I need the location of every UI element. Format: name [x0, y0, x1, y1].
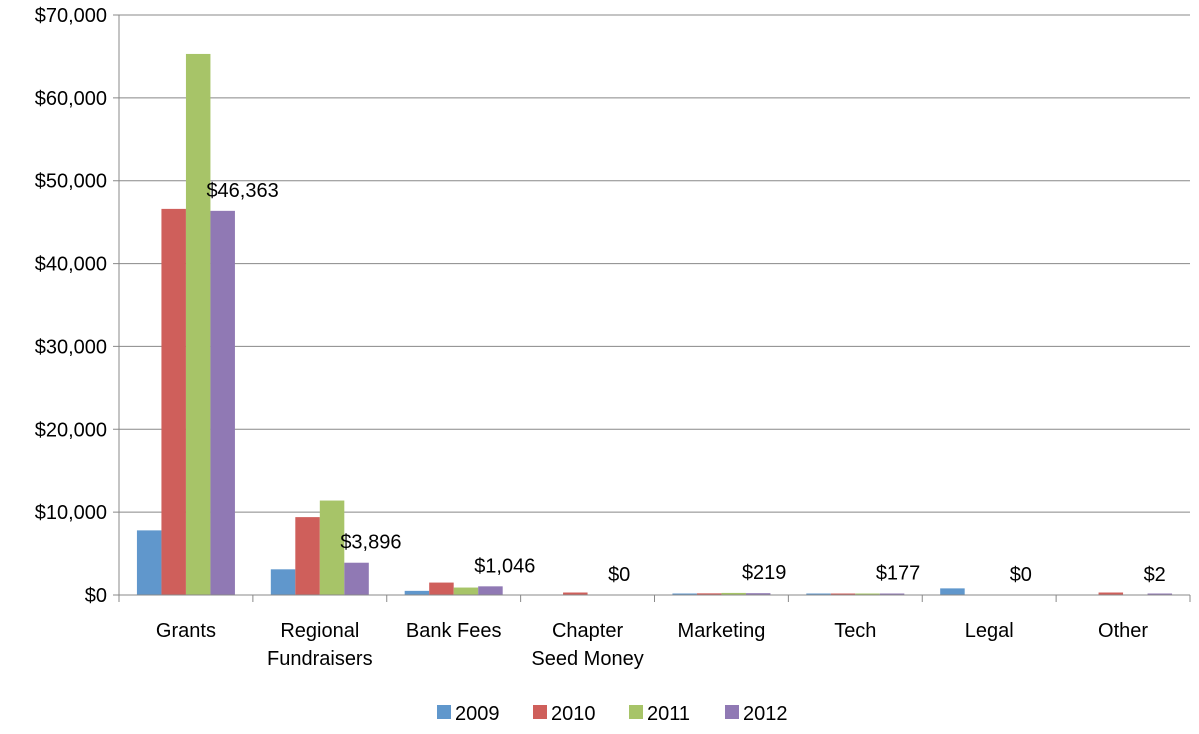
bars — [136, 53, 1173, 595]
data-label: $219 — [742, 562, 787, 584]
x-tick-label: Tech — [834, 620, 876, 642]
bar-2012 — [344, 562, 369, 595]
bar-2010 — [161, 208, 186, 595]
bar-2011 — [319, 500, 345, 595]
legend-label: 2009 — [455, 703, 500, 725]
x-tick-label: Other — [1098, 620, 1148, 642]
data-label: $0 — [608, 564, 630, 586]
bar-2011 — [185, 53, 211, 595]
legend-swatch-2010 — [533, 705, 547, 719]
x-tick-label: Bank Fees — [406, 620, 502, 642]
x-tick-label: Grants — [156, 620, 216, 642]
y-tick-label: $50,000 — [35, 171, 107, 193]
y-tick-label: $60,000 — [35, 88, 107, 110]
y-tick-label: $30,000 — [35, 336, 107, 358]
bar-2012 — [879, 593, 905, 595]
bar-2010 — [830, 593, 856, 595]
legend-swatch-2011 — [629, 705, 643, 719]
legend-label: 2010 — [551, 703, 596, 725]
bar-2009 — [940, 588, 965, 595]
bar-2010 — [295, 517, 320, 595]
bar-2009 — [806, 593, 831, 595]
bar-2012 — [478, 586, 503, 595]
bar-2009 — [404, 590, 430, 595]
y-tick-label: $70,000 — [35, 5, 107, 27]
bar-2012 — [1147, 593, 1173, 595]
x-axis: Grants Regional Fundraisers Bank Fees Chapte… — [118, 594, 1191, 670]
bar-2011 — [855, 593, 880, 595]
x-tick-label: Regional Fundraisers — [267, 620, 373, 670]
legend-swatch-2009 — [437, 705, 451, 719]
legend: 2009 2010 2011 2012 — [437, 703, 788, 725]
legend-swatch-2012 — [725, 705, 739, 719]
bar-2009 — [270, 569, 296, 595]
bar-2012 — [210, 210, 235, 595]
bar-2009 — [672, 593, 697, 595]
bar-2010 — [563, 592, 588, 595]
y-tick-label: $40,000 — [35, 254, 107, 276]
legend-label: 2012 — [743, 703, 788, 725]
bar-2011 — [453, 587, 479, 595]
bar-2010 — [696, 593, 722, 595]
data-label: $1,046 — [474, 555, 535, 577]
data-label: $2 — [1144, 564, 1166, 586]
data-label: $0 — [1010, 564, 1032, 586]
legend-label: 2011 — [647, 703, 690, 725]
data-labels: $46,363 $3,896 $1,046 $0 $219 $177 $0 $2 — [206, 180, 1165, 586]
x-tick-label: Legal — [965, 620, 1014, 642]
bar-2010 — [429, 582, 454, 595]
data-label: $46,363 — [206, 180, 278, 202]
bar-2010 — [1098, 592, 1124, 595]
gridlines — [113, 14, 1190, 596]
bar-2009 — [136, 530, 162, 595]
y-tick-label: $20,000 — [35, 419, 107, 441]
x-tick-label: Marketing — [678, 620, 766, 642]
x-tick-label: Chapter Seed Money — [531, 620, 643, 670]
bar-2011 — [721, 592, 746, 595]
y-axis: $0 $10,000 $20,000 $30,000 $40,000 $50,000 $60… — [35, 5, 120, 607]
y-tick-label: $0 — [85, 585, 107, 607]
data-label: $177 — [876, 563, 921, 585]
data-label: $3,896 — [340, 532, 401, 554]
bar-2012 — [745, 593, 771, 595]
y-tick-label: $10,000 — [35, 502, 107, 524]
